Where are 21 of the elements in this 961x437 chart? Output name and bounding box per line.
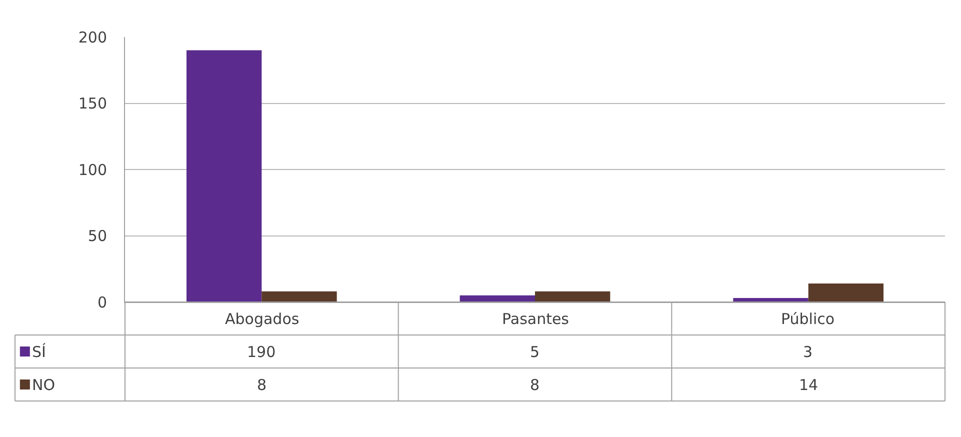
y-tick-label: 150: [78, 94, 107, 112]
y-tick-label: 50: [88, 227, 107, 245]
x-tick-label: Público: [781, 310, 835, 328]
data-label: 3: [803, 343, 813, 361]
y-tick-label: 200: [78, 28, 107, 46]
y-tick-label: 100: [78, 160, 107, 179]
bar: [460, 295, 535, 302]
x-tick-label: Abogados: [225, 310, 300, 328]
data-label: 8: [530, 376, 540, 394]
legend-label: NO: [32, 376, 56, 394]
data-label: 190: [247, 343, 276, 361]
data-label: 5: [530, 343, 540, 361]
data-label: 14: [799, 376, 818, 394]
y-tick-label: 0: [97, 293, 107, 312]
x-tick-label: Pasantes: [502, 310, 570, 328]
bar: [262, 291, 337, 302]
bar: [535, 291, 610, 302]
legend-label: SÍ: [32, 343, 46, 361]
bar: [186, 50, 262, 302]
data-label: 8: [257, 376, 267, 394]
bar: [808, 283, 884, 302]
